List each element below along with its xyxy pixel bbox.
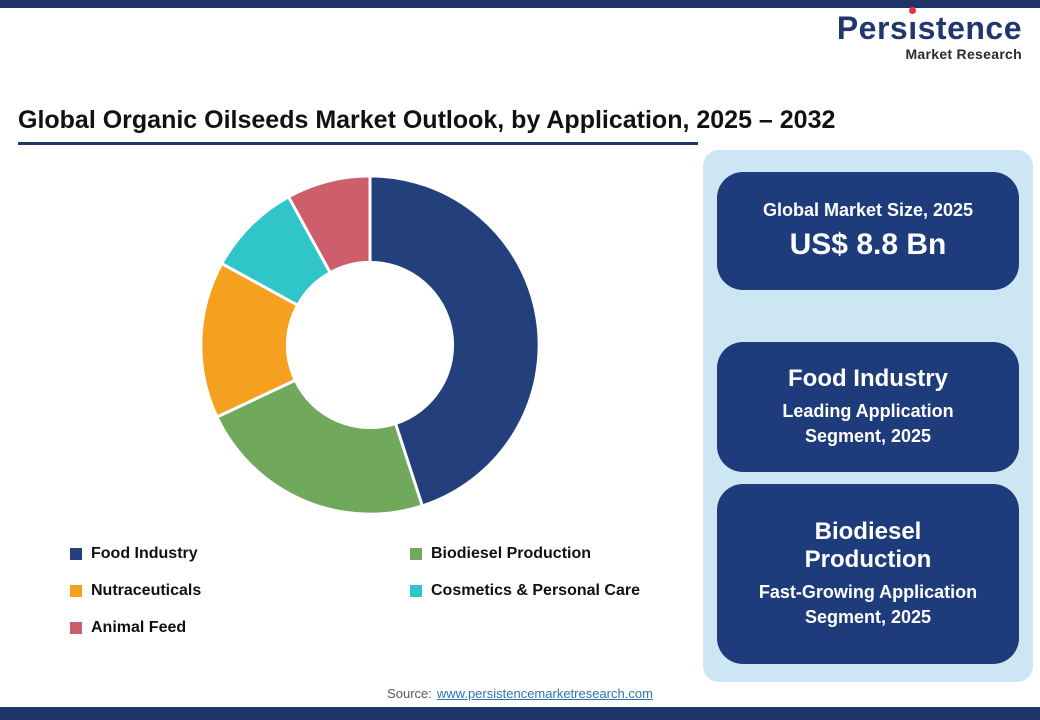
leading-segment-subtitle: Leading Application Segment, 2025 bbox=[782, 400, 954, 446]
brand-name-part: stence bbox=[917, 10, 1022, 46]
legend-item-food-industry: Food Industry bbox=[70, 545, 410, 563]
brand-name: Persı stence bbox=[836, 7, 1022, 46]
donut-chart bbox=[193, 168, 547, 522]
legend-label: Cosmetics & Personal Care bbox=[431, 582, 640, 599]
chart-legend: Food Industry Biodiesel Production Nutra… bbox=[70, 545, 640, 637]
bottom-border-bar bbox=[0, 707, 1040, 720]
market-size-card: Global Market Size, 2025 US$ 8.8 Bn bbox=[717, 172, 1019, 290]
market-size-value: US$ 8.8 Bn bbox=[789, 228, 947, 261]
leading-segment-card: Food Industry Leading Application Segmen… bbox=[717, 342, 1019, 472]
donut-segment-biodiesel-production bbox=[215, 378, 425, 516]
legend-swatch-biodiesel-production bbox=[410, 548, 422, 560]
legend-item-nutraceuticals: Nutraceuticals bbox=[70, 582, 410, 600]
source-line: Source: www.persistencemarketresearch.com bbox=[0, 686, 1040, 701]
source-link[interactable]: www.persistencemarketresearch.com bbox=[436, 686, 653, 701]
legend-swatch-food-industry bbox=[70, 548, 82, 560]
legend-item-cosmetics-personal-care: Cosmetics & Personal Care bbox=[410, 582, 640, 600]
legend-label: Nutraceuticals bbox=[91, 582, 202, 599]
fast-growing-segment-subtitle: Fast-Growing Application Segment, 2025 bbox=[758, 582, 978, 628]
leading-segment-title: Food Industry bbox=[788, 364, 948, 392]
donut-chart-svg bbox=[199, 174, 541, 516]
brand-logo: Persı stence Market Research bbox=[836, 7, 1022, 62]
legend-swatch-nutraceuticals bbox=[70, 585, 82, 597]
legend-label: Biodiesel Production bbox=[431, 545, 592, 562]
brand-letter-i: ı bbox=[908, 7, 918, 46]
logo-red-dot-icon bbox=[909, 7, 917, 14]
source-label: Source: bbox=[387, 686, 432, 701]
brand-name-part: ı bbox=[908, 10, 918, 46]
legend-label: Animal Feed bbox=[91, 619, 187, 636]
legend-label: Food Industry bbox=[91, 545, 198, 562]
brand-name-part: Pers bbox=[836, 10, 909, 46]
donut-segment-animal-feed bbox=[286, 174, 372, 275]
legend-swatch-animal-feed bbox=[70, 622, 82, 634]
page-title: Global Organic Oilseeds Market Outlook, … bbox=[18, 106, 836, 134]
brand-tagline: Market Research bbox=[905, 46, 1022, 62]
donut-segment-food-industry bbox=[368, 174, 541, 508]
top-border-bar bbox=[0, 0, 1040, 8]
market-size-label: Global Market Size, 2025 bbox=[762, 200, 974, 220]
fast-growing-segment-card: Biodiesel Production Fast-Growing Applic… bbox=[717, 484, 1019, 664]
legend-item-biodiesel-production: Biodiesel Production bbox=[410, 545, 640, 563]
legend-item-animal-feed: Animal Feed bbox=[70, 619, 410, 637]
fast-growing-segment-title: Biodiesel Production bbox=[804, 517, 932, 574]
title-underline bbox=[18, 142, 698, 145]
highlights-panel: Global Market Size, 2025 US$ 8.8 Bn Food… bbox=[703, 150, 1033, 682]
legend-swatch-cosmetics-personal-care bbox=[410, 585, 422, 597]
